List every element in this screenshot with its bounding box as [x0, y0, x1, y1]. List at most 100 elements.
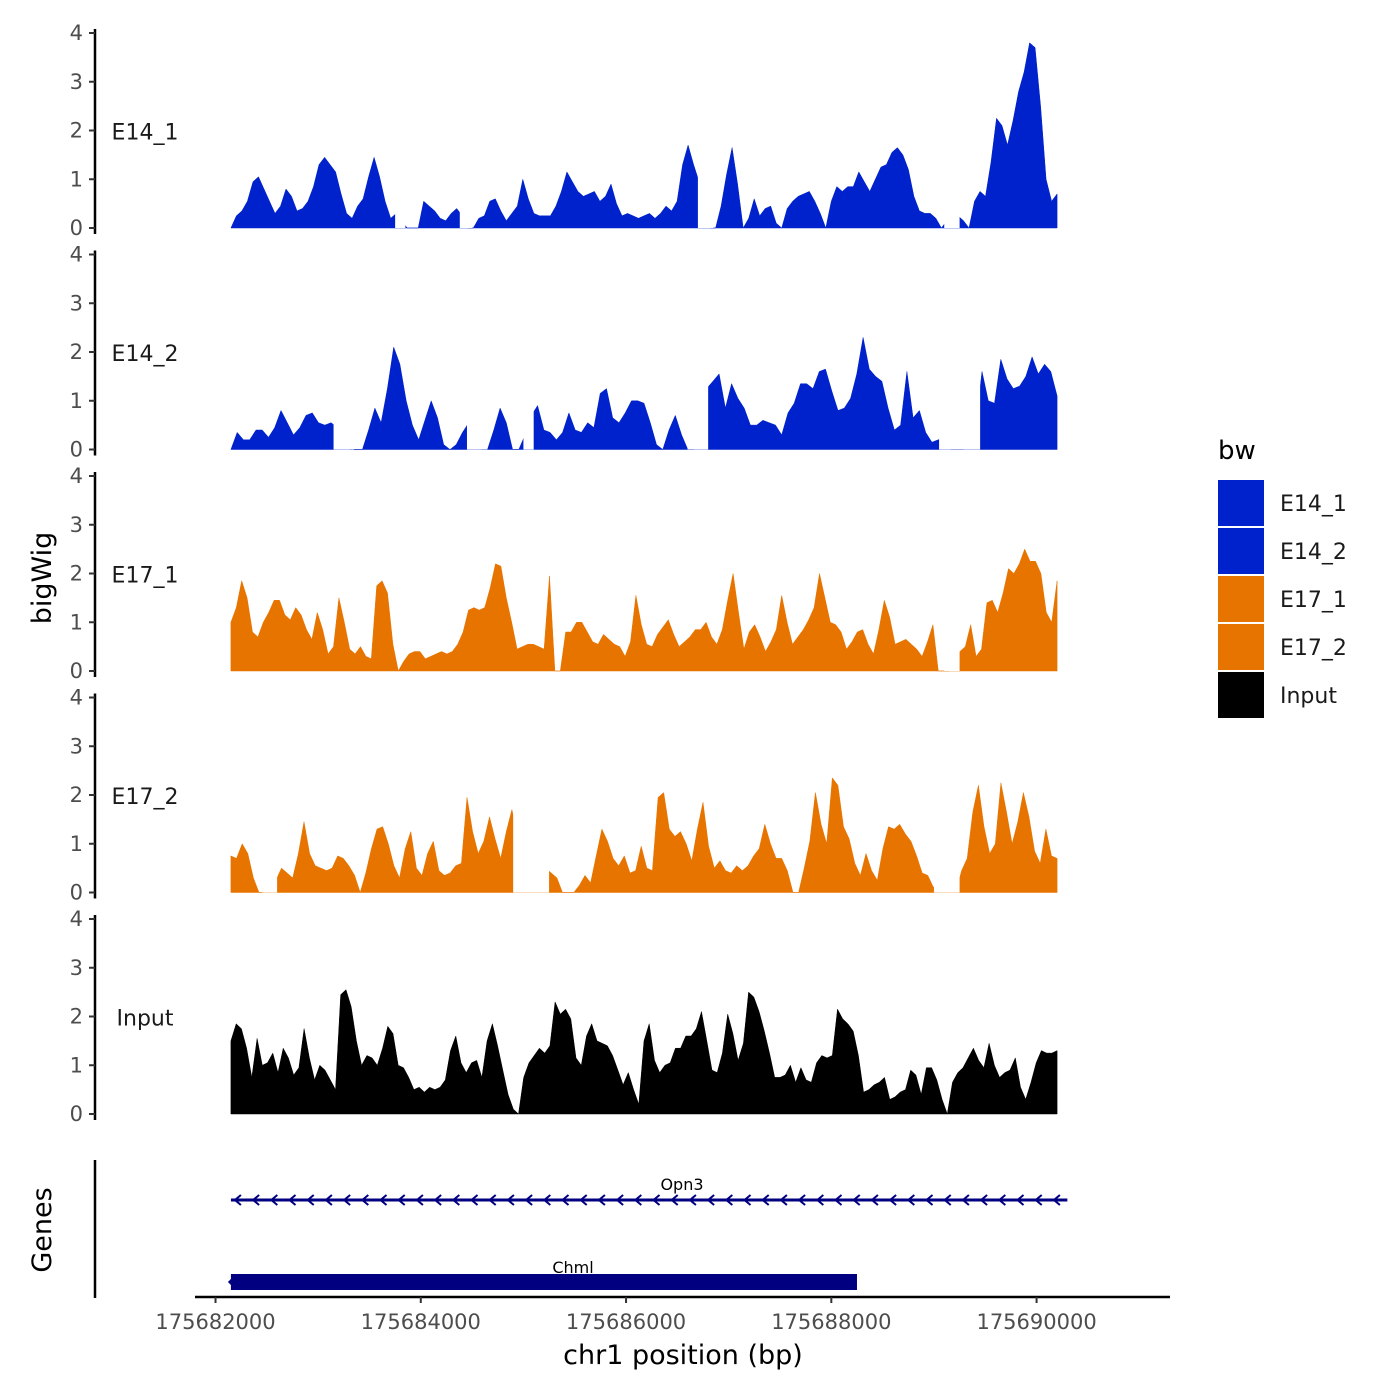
strand-arrow — [233, 1194, 242, 1206]
strand-arrow — [633, 1194, 642, 1206]
strand-arrow — [579, 1194, 588, 1206]
y-tick-label: 0 — [70, 1102, 83, 1126]
y-tick-label: 4 — [70, 686, 83, 710]
legend-item-e14_2: E14_2 — [1218, 528, 1347, 574]
y-tick-label: 3 — [70, 956, 83, 980]
track-label-e17_1: E17_1 — [112, 564, 179, 589]
coverage-gap — [687, 252, 709, 450]
y-tick-label: 4 — [70, 21, 83, 45]
legend-swatch — [1218, 480, 1264, 526]
track-e17_2: 0 1 2 3 4 E17_2 — [70, 686, 1058, 905]
coverage-area-e14_2 — [230, 337, 1058, 450]
track-label-input: Input — [117, 1007, 174, 1032]
strand-arrow — [979, 1194, 988, 1206]
track-label-e17_2: E17_2 — [112, 785, 179, 810]
x-tick-label: 175684000 — [361, 1310, 481, 1334]
gene-label: Chml — [552, 1258, 593, 1277]
strand-arrow — [742, 1194, 752, 1206]
legend-label: Input — [1280, 684, 1337, 709]
y-tick-label: 4 — [70, 243, 83, 267]
strand-arrow — [852, 1194, 861, 1206]
strand-arrow — [378, 1194, 388, 1206]
strand-arrow — [670, 1194, 679, 1206]
coverage-gap — [697, 31, 714, 228]
coverage-gap — [466, 252, 488, 450]
strand-arrow — [360, 1194, 369, 1206]
legend-swatch — [1218, 528, 1264, 574]
coverage-gap — [933, 695, 960, 893]
y-tick-label: 0 — [70, 216, 83, 240]
legend-label: E17_1 — [1280, 588, 1347, 613]
legend-swatch — [1218, 576, 1264, 622]
gene-label: Opn3 — [660, 1175, 703, 1194]
strand-arrow — [706, 1194, 715, 1206]
y-tick-label: 4 — [70, 907, 83, 931]
legend-label: E14_1 — [1280, 492, 1347, 517]
strand-arrow — [524, 1194, 533, 1206]
strand-arrow — [469, 1194, 479, 1206]
strand-arrow — [997, 1194, 1006, 1206]
strand-arrow — [815, 1194, 824, 1206]
strand-arrow — [397, 1194, 406, 1206]
y-tick-label: 1 — [70, 167, 83, 191]
y-tick-label: 2 — [70, 119, 83, 143]
y-tick-label: 2 — [70, 340, 83, 364]
x-tick-label: 175690000 — [976, 1310, 1096, 1334]
coverage-gap — [333, 252, 355, 450]
y-tick-label: 0 — [70, 659, 83, 683]
gene-opn3: Opn3 — [230, 1175, 1068, 1206]
strand-arrow — [342, 1194, 351, 1206]
y-tick-label: 0 — [70, 438, 83, 462]
coverage-gap — [944, 474, 960, 671]
strand-arrow — [779, 1194, 788, 1206]
track-label-e14_1: E14_1 — [112, 121, 179, 146]
track-e17_1: 0 1 2 3 4 E17_1 — [70, 464, 1058, 683]
track-e14_2: 0 1 2 3 4 E14_2 — [70, 243, 1058, 462]
legend-title: bw — [1218, 436, 1256, 466]
strand-arrow — [560, 1194, 570, 1206]
legend: bw E14_1 E14_2 E17_1 E17_2 Input — [1218, 436, 1347, 718]
coverage-gap — [395, 31, 406, 228]
strand-arrow — [251, 1194, 260, 1206]
strand-arrow — [797, 1194, 806, 1206]
track-label-e14_2: E14_2 — [112, 342, 179, 367]
gene-track-label: Genes — [27, 1187, 58, 1272]
gene-chml: Chml — [227, 1258, 857, 1290]
strand-arrow — [1015, 1194, 1025, 1206]
strand-arrow — [724, 1194, 733, 1206]
coverage-gap — [939, 252, 981, 450]
x-axis-title: chr1 position (bp) — [563, 1340, 803, 1371]
strand-arrow — [1052, 1194, 1061, 1206]
coverage-gap — [944, 31, 960, 228]
y-axis-title: bigWig — [27, 532, 58, 625]
coverage-gap — [513, 695, 550, 893]
strand-arrow — [227, 1276, 234, 1288]
strand-arrow — [306, 1194, 315, 1206]
legend-item-e17_1: E17_1 — [1218, 576, 1347, 622]
y-tick-label: 2 — [70, 562, 83, 586]
strand-arrow — [961, 1194, 970, 1206]
y-tick-label: 3 — [70, 70, 83, 94]
coverage-area-input — [230, 989, 1058, 1115]
x-tick-label: 175686000 — [566, 1310, 686, 1334]
strand-arrow — [1034, 1194, 1043, 1206]
strand-arrow — [943, 1194, 952, 1206]
strand-arrow — [888, 1194, 897, 1206]
strand-arrow — [542, 1194, 551, 1206]
y-tick-label: 3 — [70, 513, 83, 537]
strand-arrow — [924, 1194, 934, 1206]
legend-label: E14_2 — [1280, 540, 1347, 565]
legend-item-input: Input — [1218, 672, 1337, 718]
strand-arrow — [287, 1194, 297, 1206]
strand-arrow — [833, 1194, 843, 1206]
gene-track: Opn3 Chml — [93, 1160, 1068, 1298]
legend-label: E17_2 — [1280, 636, 1347, 661]
y-tick-label: 3 — [70, 291, 83, 315]
strand-arrow — [651, 1194, 661, 1206]
strand-arrow — [688, 1194, 697, 1206]
coverage-area-e17_2 — [230, 777, 1058, 893]
coverage-gap — [261, 695, 278, 893]
x-tick-label: 175688000 — [771, 1310, 891, 1334]
y-tick-label: 1 — [70, 1053, 83, 1077]
